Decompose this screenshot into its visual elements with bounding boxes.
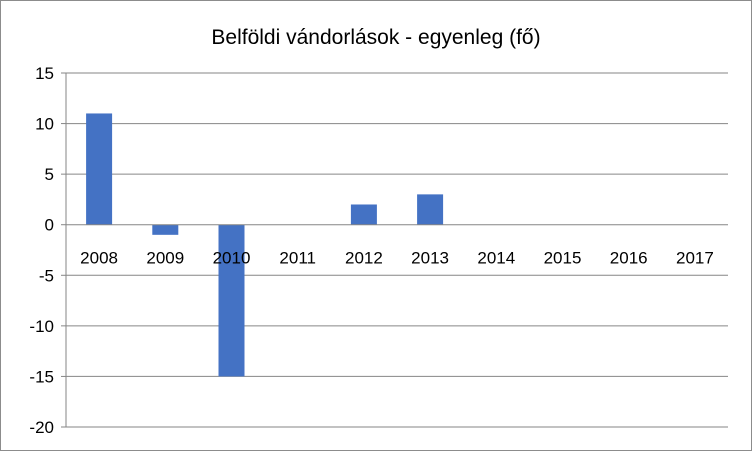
y-tick-label: 10 <box>35 115 54 134</box>
y-tick-label: 15 <box>35 64 54 83</box>
bar <box>218 224 245 377</box>
x-tick-label: 2012 <box>345 249 383 268</box>
y-tick-label: -5 <box>39 266 54 285</box>
x-tick-label: 2014 <box>477 249 515 268</box>
x-tick-label: 2016 <box>610 249 648 268</box>
axes <box>61 72 728 428</box>
bar <box>350 204 377 225</box>
bars <box>86 113 444 377</box>
bar <box>86 113 113 225</box>
x-tick-label: 2009 <box>146 249 184 268</box>
x-tick-label: 2013 <box>411 249 449 268</box>
y-tick-label: 0 <box>45 216 54 235</box>
y-tick-label: 5 <box>45 165 54 184</box>
x-tick-label: 2010 <box>213 249 251 268</box>
x-tick-label: 2017 <box>676 249 714 268</box>
y-tick-label: -20 <box>29 418 54 437</box>
y-tick-label: -10 <box>29 317 54 336</box>
x-tick-label: 2015 <box>544 249 582 268</box>
x-tick-labels: 2008 2009 2010 2011 2012 2013 2014 2015 2016 2017 <box>80 249 714 268</box>
y-tick-label: -15 <box>29 367 54 386</box>
bar <box>152 224 179 235</box>
x-tick-label: 2008 <box>80 249 118 268</box>
chart-title: Belföldi vándorlások - egyenleg (fő) <box>211 26 541 49</box>
y-tick-labels: 15 10 5 0 -5 -10 -15 -20 <box>29 64 54 437</box>
bar <box>417 194 444 225</box>
x-tick-label: 2011 <box>279 249 316 268</box>
gridlines <box>66 72 728 428</box>
